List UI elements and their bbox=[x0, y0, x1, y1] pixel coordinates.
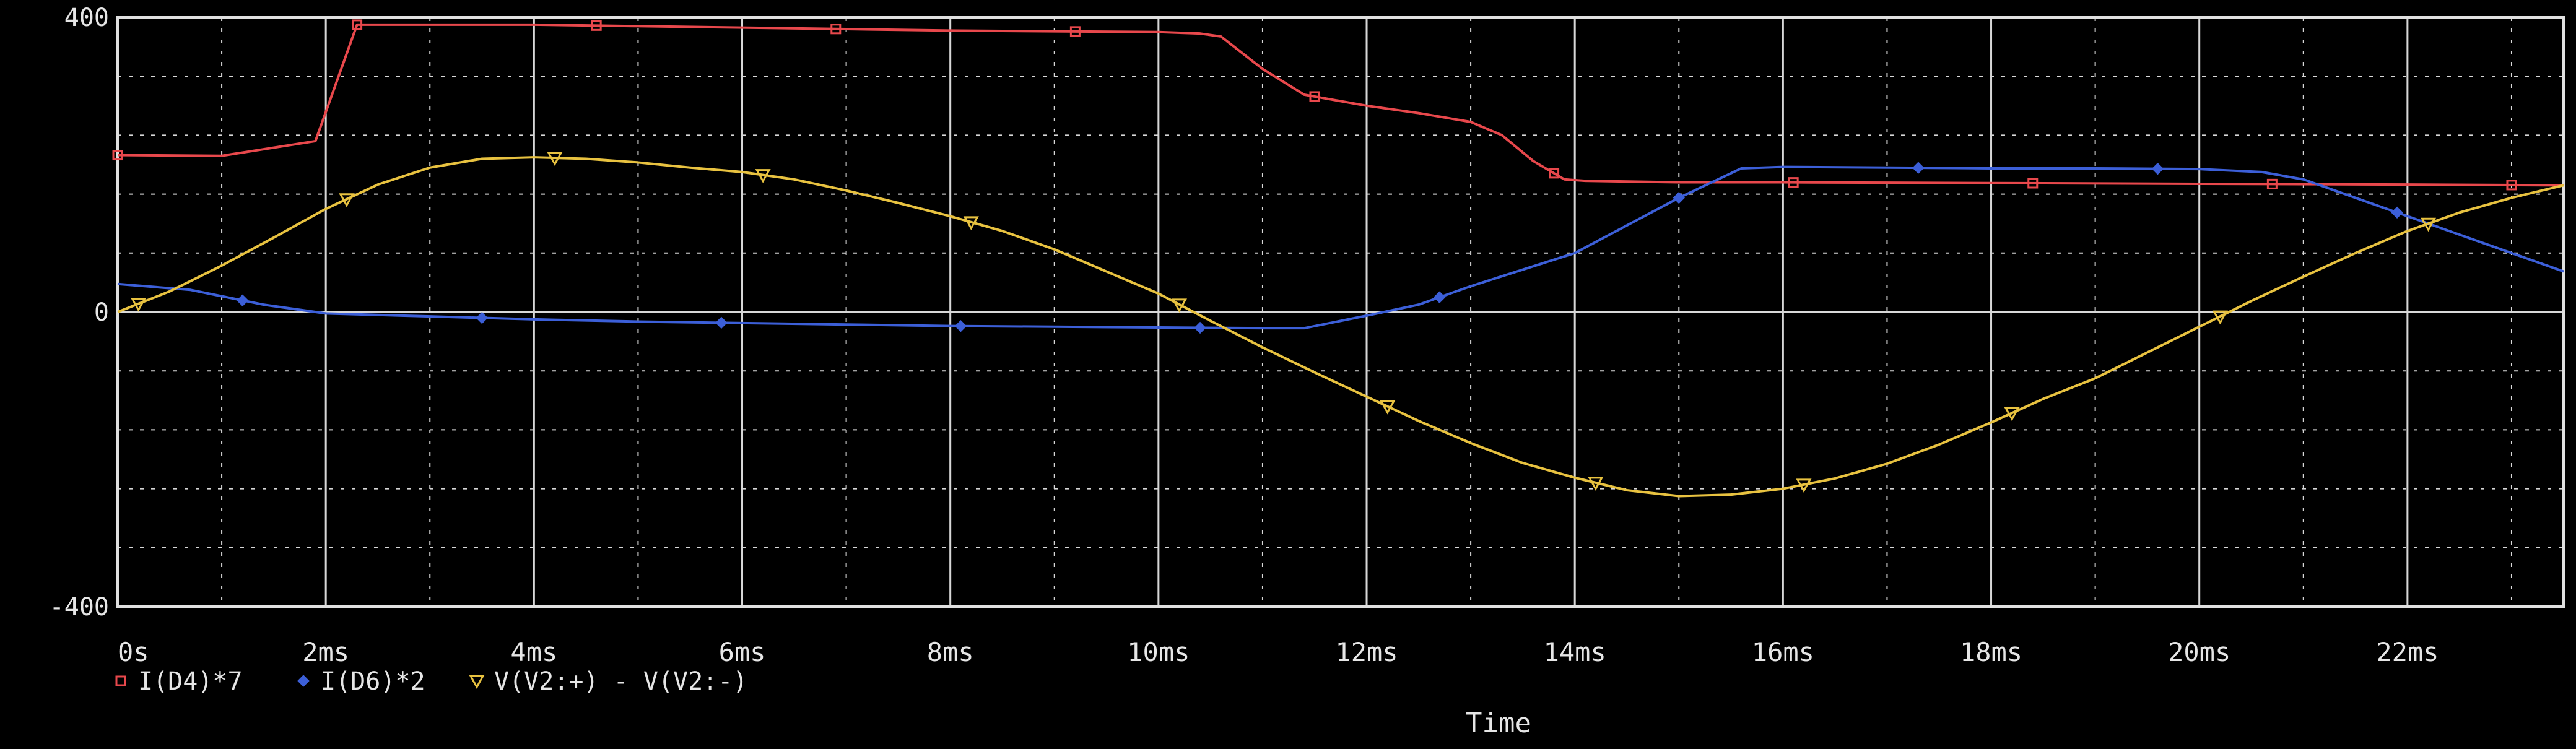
series-marker bbox=[963, 216, 979, 230]
series-marker bbox=[2212, 310, 2228, 325]
series-marker bbox=[2266, 178, 2278, 189]
x-tick-label: 20ms bbox=[2168, 637, 2230, 667]
series-marker bbox=[339, 193, 355, 207]
series-marker bbox=[297, 675, 310, 687]
series-marker bbox=[1588, 477, 1604, 491]
series-marker bbox=[2004, 407, 2020, 422]
series-marker bbox=[547, 152, 563, 167]
series-marker bbox=[1788, 177, 1799, 188]
series-marker bbox=[1549, 168, 1560, 179]
series-line bbox=[117, 165, 2564, 330]
x-tick-label: 16ms bbox=[1752, 637, 1814, 667]
x-tick-label: 10ms bbox=[1127, 637, 1190, 667]
x-tick-label: 4ms bbox=[510, 637, 557, 667]
series-marker bbox=[1069, 26, 1081, 37]
y-tick-label: 0 bbox=[94, 298, 109, 327]
x-tick-label: 12ms bbox=[1335, 637, 1398, 667]
x-tick-label: 2ms bbox=[302, 637, 349, 667]
series-marker bbox=[2027, 178, 2039, 189]
x-axis-title: Time bbox=[1466, 708, 1531, 739]
series-2 bbox=[117, 152, 2564, 498]
x-tick-label: 8ms bbox=[927, 637, 974, 667]
series-marker bbox=[1380, 400, 1396, 415]
series-marker bbox=[1433, 291, 1446, 303]
series-marker bbox=[591, 20, 602, 31]
series-marker bbox=[1912, 162, 1925, 174]
series-marker bbox=[2391, 206, 2403, 219]
series-marker bbox=[1171, 298, 1188, 313]
series-marker bbox=[2420, 217, 2437, 232]
tick-labels: 400 0 -400 0s 2ms 4ms 6ms 8ms 10ms 12ms 14ms 16ms 18… bbox=[50, 4, 2439, 667]
legend-label: I(D6)*2 bbox=[321, 667, 425, 696]
series-marker bbox=[236, 294, 249, 307]
series-marker bbox=[115, 675, 126, 686]
legend-label: V(V2:+) - V(V2:-) bbox=[494, 667, 747, 696]
legend-label: I(D4)*7 bbox=[138, 667, 243, 696]
y-tick-label: -400 bbox=[50, 593, 109, 621]
legend: I(D4)*7 I(D6)*2 V(V2:+) - V(V2:-) bbox=[115, 667, 747, 696]
series-marker bbox=[2151, 162, 2164, 175]
legend-item: I(D6)*2 bbox=[297, 667, 425, 696]
series-marker bbox=[954, 320, 967, 332]
x-tick-label: 18ms bbox=[1960, 637, 2022, 667]
x-tick-label: 6ms bbox=[719, 637, 766, 667]
y-tick-label: 400 bbox=[64, 4, 109, 32]
series-marker bbox=[112, 150, 123, 161]
series-marker bbox=[476, 311, 489, 324]
series-marker bbox=[2506, 180, 2517, 191]
series-marker bbox=[1796, 478, 1812, 493]
series-marker bbox=[352, 19, 363, 30]
series-marker bbox=[830, 24, 842, 35]
series-marker bbox=[715, 316, 728, 329]
series-marker bbox=[1309, 91, 1320, 102]
x-tick-label: 0s bbox=[118, 637, 149, 667]
series-marker bbox=[1673, 191, 1685, 204]
grid bbox=[116, 17, 2564, 607]
series-marker bbox=[131, 298, 147, 312]
series-marker bbox=[469, 675, 485, 690]
x-tick-label: 14ms bbox=[1544, 637, 1606, 667]
series-marker bbox=[755, 169, 771, 183]
series-layer bbox=[112, 19, 2564, 498]
series-marker bbox=[1194, 321, 1206, 334]
series-line bbox=[117, 156, 2564, 498]
legend-item: I(D4)*7 bbox=[115, 667, 243, 696]
legend-item: V(V2:+) - V(V2:-) bbox=[469, 667, 747, 696]
x-tick-label: 22ms bbox=[2376, 637, 2439, 667]
series-1 bbox=[117, 162, 2564, 334]
